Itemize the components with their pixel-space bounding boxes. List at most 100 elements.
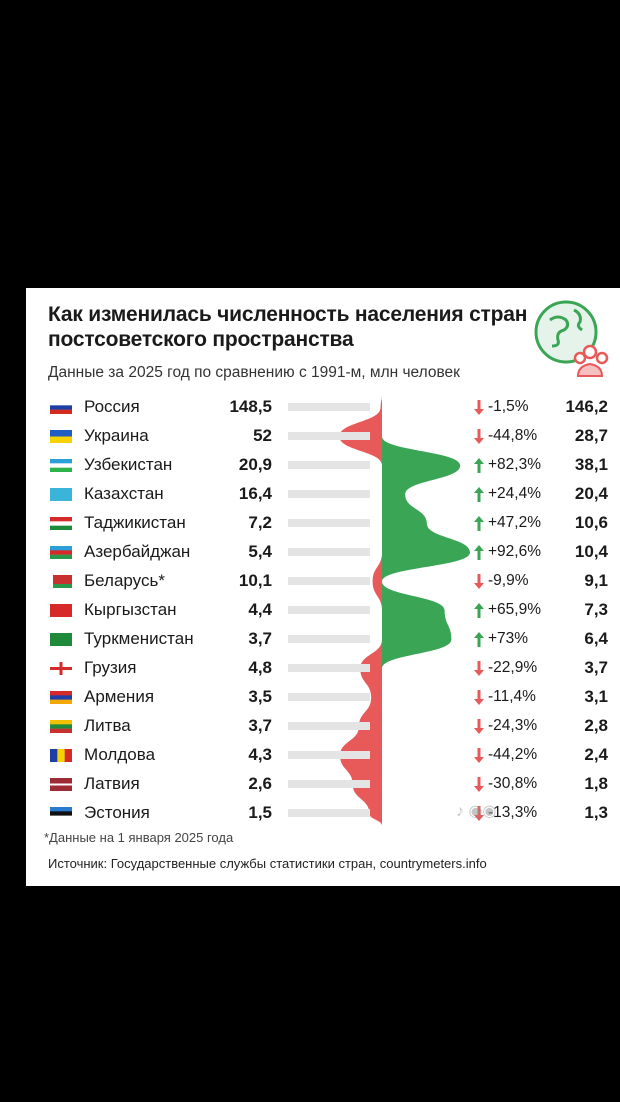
population-2025-value: 2,8 xyxy=(584,716,608,735)
arrow-down-icon xyxy=(474,661,484,676)
change-percent: -11,4% xyxy=(488,688,536,705)
change-percent: +92,6% xyxy=(488,543,542,560)
population-1991-value: 3,5 xyxy=(248,687,272,706)
population-1991-value: 16,4 xyxy=(238,484,272,503)
arrow-up-icon xyxy=(474,516,484,531)
lithuania-flag-icon xyxy=(50,720,72,733)
country-name: Казахстан xyxy=(84,484,164,503)
arrow-down-icon xyxy=(474,806,484,821)
population-2025-value: 10,6 xyxy=(574,513,608,532)
kazakhstan-flag-icon xyxy=(50,488,72,501)
population-1991-value: 2,6 xyxy=(248,774,272,793)
arrow-down-icon xyxy=(474,719,484,734)
baseline-bar xyxy=(288,693,370,701)
country-name: Молдова xyxy=(84,745,156,764)
arrow-up-icon xyxy=(474,603,484,618)
population-2025-value: 2,4 xyxy=(584,745,608,764)
armenia-flag-icon xyxy=(50,691,72,704)
footnote: *Данные на 1 января 2025 года xyxy=(44,830,234,845)
table-row: Латвия 2,6 -30,8% 1,8 xyxy=(26,770,620,799)
belarus-flag-icon xyxy=(50,575,72,588)
country-name: Эстония xyxy=(84,803,150,822)
ukraine-flag-icon xyxy=(50,430,72,443)
table-row: Украина 52 -44,8% 28,7 xyxy=(26,422,620,451)
baseline-bar xyxy=(288,548,370,556)
population-2025-value: 10,4 xyxy=(574,542,608,561)
table-row: Эстония 1,5 -13,3% 1,3 xyxy=(26,799,620,828)
population-1991-value: 4,8 xyxy=(248,658,272,677)
table-row: Молдова 4,3 -44,2% 2,4 xyxy=(26,741,620,770)
change-percent: -22,9% xyxy=(488,659,538,676)
table-row: Кыргызстан 4,4 +65,9% 7,3 xyxy=(26,596,620,625)
country-name: Таджикистан xyxy=(84,513,186,532)
table-row: Литва 3,7 -24,3% 2,8 xyxy=(26,712,620,741)
baseline-bar xyxy=(288,577,370,585)
baseline-bar xyxy=(288,635,370,643)
population-2025-value: 3,1 xyxy=(584,687,608,706)
latvia-flag-icon xyxy=(50,778,72,791)
arrow-down-icon xyxy=(474,777,484,792)
country-name: Узбекистан xyxy=(84,455,173,474)
russia-flag-icon xyxy=(50,401,72,414)
country-name: Украина xyxy=(84,426,149,445)
change-percent: -9,9% xyxy=(488,572,529,589)
table-row: Таджикистан 7,2 +47,2% 10,6 xyxy=(26,509,620,538)
moldova-flag-icon xyxy=(50,749,72,762)
population-2025-value: 7,3 xyxy=(584,600,608,619)
source-text: Источник: Государственные службы статист… xyxy=(48,856,487,871)
population-2025-value: 1,8 xyxy=(584,774,608,793)
country-name: Литва xyxy=(84,716,131,735)
arrow-up-icon xyxy=(474,487,484,502)
change-percent: -44,2% xyxy=(488,746,538,763)
kyrgyzstan-flag-icon xyxy=(50,604,72,617)
population-2025-value: 28,7 xyxy=(574,426,608,445)
baseline-bar xyxy=(288,722,370,730)
change-percent: +65,9% xyxy=(488,601,542,618)
population-2025-value: 6,4 xyxy=(584,629,608,648)
population-2025-value: 1,3 xyxy=(584,803,608,822)
infographic-card: Как изменилась численность населения стр… xyxy=(26,288,620,886)
population-1991-value: 7,2 xyxy=(248,513,272,532)
arrow-down-icon xyxy=(474,429,484,444)
population-change-shape xyxy=(339,395,470,826)
change-percent: +73% xyxy=(488,630,529,647)
estonia-flag-icon xyxy=(50,807,72,820)
population-1991-value: 4,4 xyxy=(248,600,272,619)
table-row: Азербайджан 5,4 +92,6% 10,4 xyxy=(26,538,620,567)
country-name: Россия xyxy=(84,397,140,416)
baseline-bar xyxy=(288,606,370,614)
table-row: Беларусь* 10,1 -9,9% 9,1 xyxy=(26,567,620,596)
georgia-flag-icon xyxy=(50,662,72,675)
population-decline-area xyxy=(339,395,382,826)
arrow-up-icon xyxy=(474,458,484,473)
population-1991-value: 20,9 xyxy=(238,455,272,474)
arrow-up-icon xyxy=(474,632,484,647)
country-name: Армения xyxy=(84,687,155,706)
globe-people-icon xyxy=(534,300,609,377)
baseline-bar xyxy=(288,403,370,411)
azerbaijan-flag-icon xyxy=(50,546,72,559)
turkmenistan-flag-icon xyxy=(50,633,72,646)
table-row: Узбекистан 20,9 +82,3% 38,1 xyxy=(26,451,620,480)
baseline-bar xyxy=(288,809,370,817)
chart-subtitle: Данные за 2025 год по сравнению с 1991-м… xyxy=(48,364,460,381)
arrow-down-icon xyxy=(474,690,484,705)
uzbekistan-flag-icon xyxy=(50,459,72,472)
change-percent: +24,4% xyxy=(488,485,542,502)
country-name: Латвия xyxy=(84,774,140,793)
table-row: Туркменистан 3,7 +73% 6,4 xyxy=(26,625,620,654)
country-name: Туркменистан xyxy=(84,629,194,648)
baseline-bar xyxy=(288,490,370,498)
change-percent: -44,8% xyxy=(488,427,538,444)
population-1991-value: 3,7 xyxy=(248,629,272,648)
baseline-bar xyxy=(288,432,370,440)
table-row: Армения 3,5 -11,4% 3,1 xyxy=(26,683,620,712)
population-1991-value: 4,3 xyxy=(248,745,272,764)
tajikistan-flag-icon xyxy=(50,517,72,530)
change-percent: +47,2% xyxy=(488,514,542,531)
population-2025-value: 3,7 xyxy=(584,658,608,677)
baseline-bar xyxy=(288,780,370,788)
population-1991-value: 1,5 xyxy=(248,803,272,822)
arrow-down-icon xyxy=(474,400,484,415)
change-percent: -1,5% xyxy=(488,398,529,415)
